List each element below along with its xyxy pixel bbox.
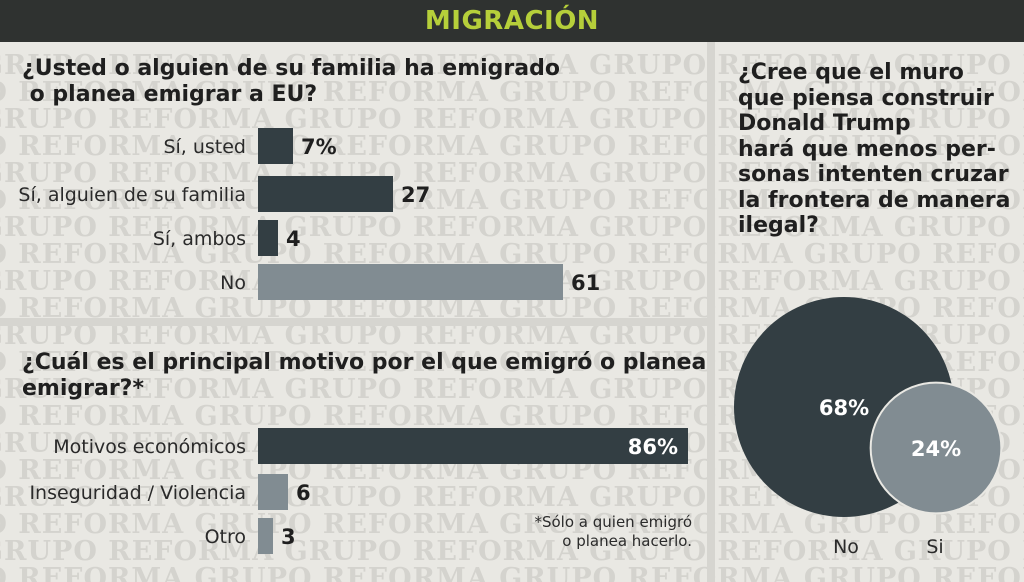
footnote-line: *Sólo a quien emigró (534, 513, 692, 531)
category-label: Sí, usted (163, 136, 246, 158)
question-line: hará que menos per- (738, 136, 996, 162)
category-label: Otro (205, 526, 246, 548)
horizontal-divider (0, 318, 707, 326)
bubble-si (869, 381, 1003, 515)
bar (258, 128, 293, 164)
category-label: No (833, 536, 859, 558)
value-label: 24% (911, 437, 961, 461)
question-line: ilegal? (738, 213, 819, 239)
bar (258, 518, 273, 554)
bar (258, 220, 278, 256)
question-line: ¿Cree que el muro (738, 60, 964, 85)
category-label: Sí, ambos (153, 228, 246, 250)
question-line: la frontera de manera (738, 187, 1011, 213)
value-label: 4 (286, 227, 301, 251)
vertical-divider (707, 42, 715, 582)
header-bar: MIGRACIÓN (0, 0, 1024, 42)
footnote-line: o planea hacerlo. (562, 531, 692, 550)
footnote: *Sólo a quien emigró o planea hacerlo. (472, 513, 692, 551)
bar (258, 176, 393, 212)
category-label: Motivos económicos (53, 436, 246, 458)
question-line: ¿Cuál es el principal motivo por el que … (22, 350, 707, 375)
bar (258, 474, 288, 510)
value-label: 6 (296, 481, 311, 505)
category-label: Inseguridad / Violencia (29, 482, 246, 504)
category-label: Si (926, 536, 943, 558)
page-title: MIGRACIÓN (424, 6, 600, 36)
bar (258, 428, 688, 464)
value-label: 27 (401, 183, 430, 207)
question-motive: ¿Cuál es el principal motivo por el que … (22, 350, 707, 403)
value-label: 3 (281, 525, 296, 549)
value-label: 68% (819, 396, 869, 420)
question-emigration: ¿Usted o alguien de su familia ha emigra… (22, 56, 622, 109)
question-line: emigrar?* (22, 376, 144, 402)
question-line: Donald Trump (738, 111, 911, 137)
bar (258, 264, 563, 300)
value-label: 7% (301, 135, 337, 159)
value-label: 61 (571, 271, 600, 295)
value-label: 86% (628, 435, 678, 459)
question-line: ¿Usted o alguien de su familia ha emigra… (22, 56, 560, 81)
question-line: sonas intenten cruzar (738, 162, 1009, 188)
question-wall: ¿Cree que el muro que piensa construir D… (738, 60, 1011, 239)
question-line: que piensa construir (738, 85, 994, 111)
category-label: Sí, alguien de su familia (18, 184, 246, 206)
category-label: No (220, 272, 246, 294)
question-line: o planea emigrar a EU? (22, 82, 318, 108)
